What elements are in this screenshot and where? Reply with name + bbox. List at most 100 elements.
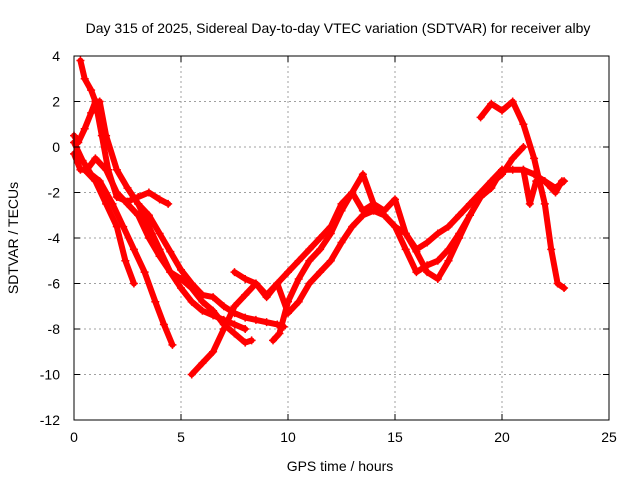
data-point <box>91 154 100 163</box>
data-point <box>144 222 153 231</box>
data-point <box>284 268 292 277</box>
data-point <box>455 211 464 220</box>
data-point <box>305 245 314 254</box>
data-point <box>241 325 250 333</box>
data-point <box>519 120 528 129</box>
data-point <box>198 359 207 368</box>
data-point <box>87 108 96 117</box>
data-point <box>262 318 271 327</box>
series-track-2 <box>71 98 172 207</box>
data-point <box>187 284 196 293</box>
data-point <box>76 56 85 65</box>
data-point <box>326 256 335 265</box>
data-point <box>219 302 228 311</box>
data-point <box>164 199 173 208</box>
data-point <box>112 188 121 197</box>
data-point <box>508 165 517 174</box>
data-point <box>80 165 89 174</box>
data-point <box>530 154 539 163</box>
data-point <box>123 199 132 208</box>
data-point <box>391 222 399 231</box>
data-point <box>87 86 96 95</box>
y-tick-label: -2 <box>48 185 61 201</box>
data-point <box>412 247 421 256</box>
data-point <box>358 206 367 215</box>
y-tick-label: -6 <box>48 276 61 292</box>
data-point <box>269 336 278 345</box>
data-point <box>230 320 239 329</box>
series-track-10 <box>477 98 568 292</box>
x-tick-label: 15 <box>387 429 403 445</box>
y-tick-label: -12 <box>40 412 60 428</box>
data-point <box>508 97 517 106</box>
data-point <box>129 279 138 288</box>
y-tick-label: 0 <box>52 139 60 155</box>
data-point <box>401 229 410 238</box>
data-point <box>476 193 485 202</box>
x-tick-label: 25 <box>601 429 617 445</box>
data-point <box>444 256 453 265</box>
x-tick-label: 10 <box>280 429 296 445</box>
data-point <box>547 183 556 192</box>
series-track-5 <box>81 166 137 287</box>
chart-title: Day 315 of 2025, Sidereal Day-to-day VTE… <box>86 20 591 36</box>
data-point <box>187 297 196 306</box>
data-point <box>401 245 410 254</box>
data-point <box>560 284 569 293</box>
data-point <box>273 279 282 288</box>
data-point <box>540 199 549 208</box>
data-point <box>198 297 207 306</box>
data-point <box>487 99 496 108</box>
data-point <box>198 306 207 315</box>
data-point <box>433 256 442 265</box>
data-point <box>209 293 218 302</box>
data-point <box>112 165 121 174</box>
y-tick-label: -10 <box>40 367 60 383</box>
data-point <box>241 338 250 347</box>
data-point <box>476 113 485 122</box>
data-point <box>140 268 149 277</box>
data-point <box>294 297 303 306</box>
data-point <box>380 211 389 220</box>
x-tick-label: 0 <box>70 429 78 445</box>
data-point <box>465 199 474 208</box>
data-point <box>241 313 250 322</box>
data-point <box>151 297 160 306</box>
data-point <box>444 222 453 231</box>
data-point <box>230 329 239 338</box>
y-tick-label: -8 <box>48 321 61 337</box>
data-point <box>305 279 314 288</box>
data-point <box>155 245 164 254</box>
data-point <box>423 238 432 247</box>
data-point <box>455 234 464 242</box>
data-point <box>326 229 335 238</box>
data-point <box>553 279 562 288</box>
data-point <box>102 165 111 174</box>
data-point <box>525 199 534 208</box>
data-point <box>337 206 346 215</box>
data-point <box>91 97 100 106</box>
data-point <box>275 329 284 338</box>
y-axis-label: SDTVAR / TECUs <box>5 182 21 294</box>
y-tick-label: 2 <box>52 94 60 110</box>
data-point <box>247 336 256 345</box>
data-point <box>91 177 100 186</box>
data-point <box>241 274 250 283</box>
data-point <box>316 234 325 242</box>
data-point <box>129 245 138 254</box>
data-point <box>557 177 566 186</box>
data-point <box>97 131 106 140</box>
data-point <box>412 268 421 277</box>
data-point <box>348 222 357 231</box>
data-point <box>230 268 239 277</box>
data-point <box>168 340 177 349</box>
data-point <box>134 199 143 208</box>
data-point <box>519 143 528 151</box>
data-point <box>284 297 292 306</box>
data-point <box>155 229 164 238</box>
data-point <box>423 268 432 277</box>
data-point <box>251 315 260 324</box>
data-point <box>540 177 549 186</box>
data-point <box>78 156 87 165</box>
